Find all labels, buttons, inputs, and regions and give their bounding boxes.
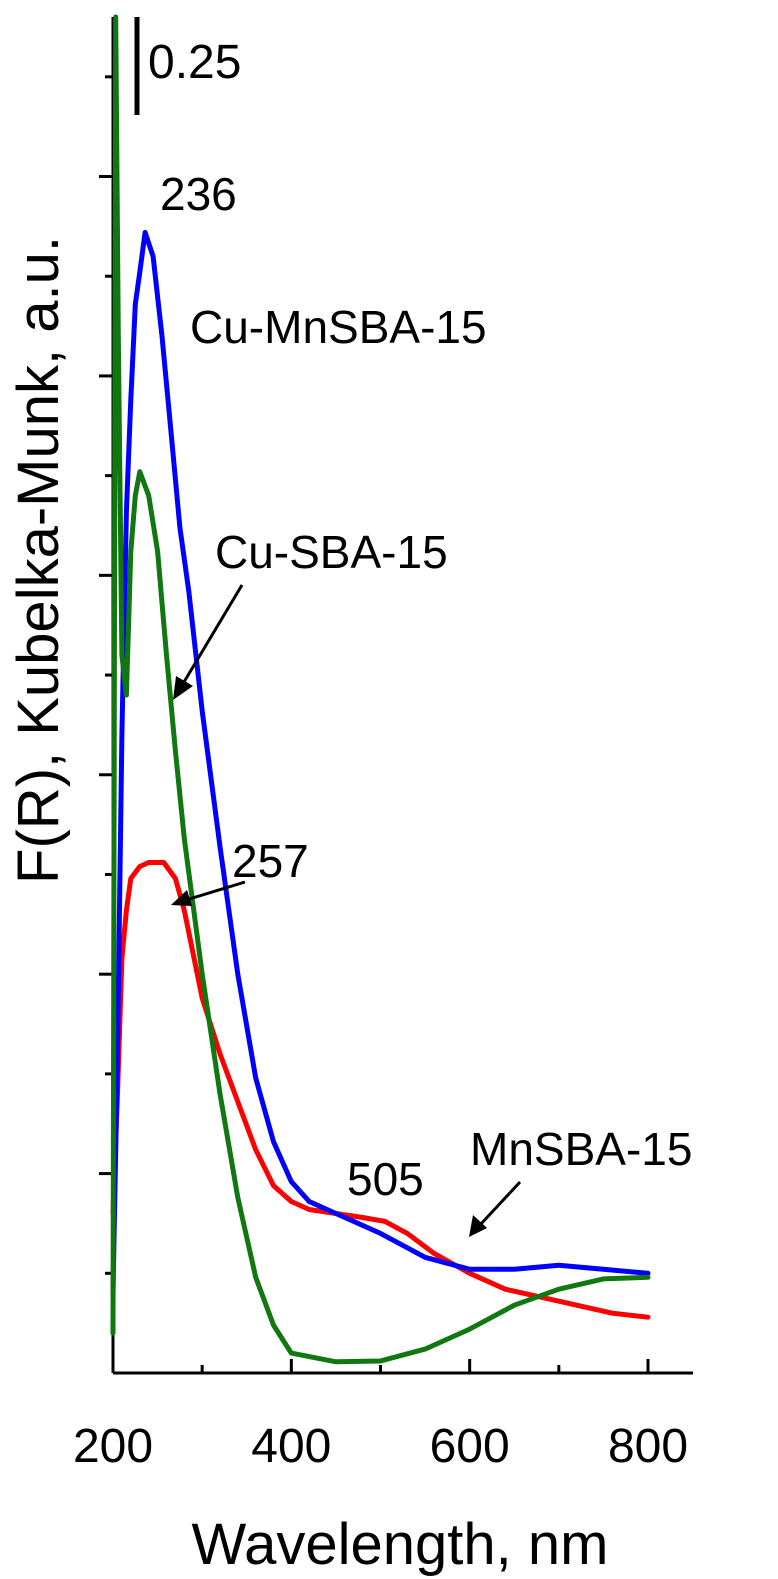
series-label-cu-sba: Cu-SBA-15 [215, 526, 448, 578]
arrow-cu-sba [173, 584, 244, 700]
x-axis-title: Wavelength, nm [192, 1512, 609, 1577]
x-tick-label: 600 [430, 1420, 510, 1473]
series-line-cu-mnsba-15 [110, 229, 651, 1296]
x-tick-label: 800 [608, 1420, 688, 1473]
series-line-mnsba-15 [110, 860, 651, 1320]
arrow-mnsba [469, 1180, 522, 1237]
y-axis-title: F(R), Kubelka-Munk, a.u. [6, 236, 71, 884]
axes: 200 400 600 800 [73, 17, 693, 1473]
peak-label-257: 257 [232, 835, 309, 887]
series-label-cu-mnsba: Cu-MnSBA-15 [190, 301, 487, 353]
series-line-cu-sba-15 [110, 14, 651, 1365]
x-tick-label: 200 [73, 1420, 153, 1473]
peak-label-505: 505 [347, 1153, 424, 1205]
series-layer [110, 14, 651, 1365]
arrow-257 [171, 880, 246, 906]
peak-label-236: 236 [160, 168, 237, 220]
series-label-mnsba: MnSBA-15 [470, 1123, 692, 1175]
x-tick-label: 400 [251, 1420, 331, 1473]
scale-bar-label: 0.25 [148, 36, 241, 89]
